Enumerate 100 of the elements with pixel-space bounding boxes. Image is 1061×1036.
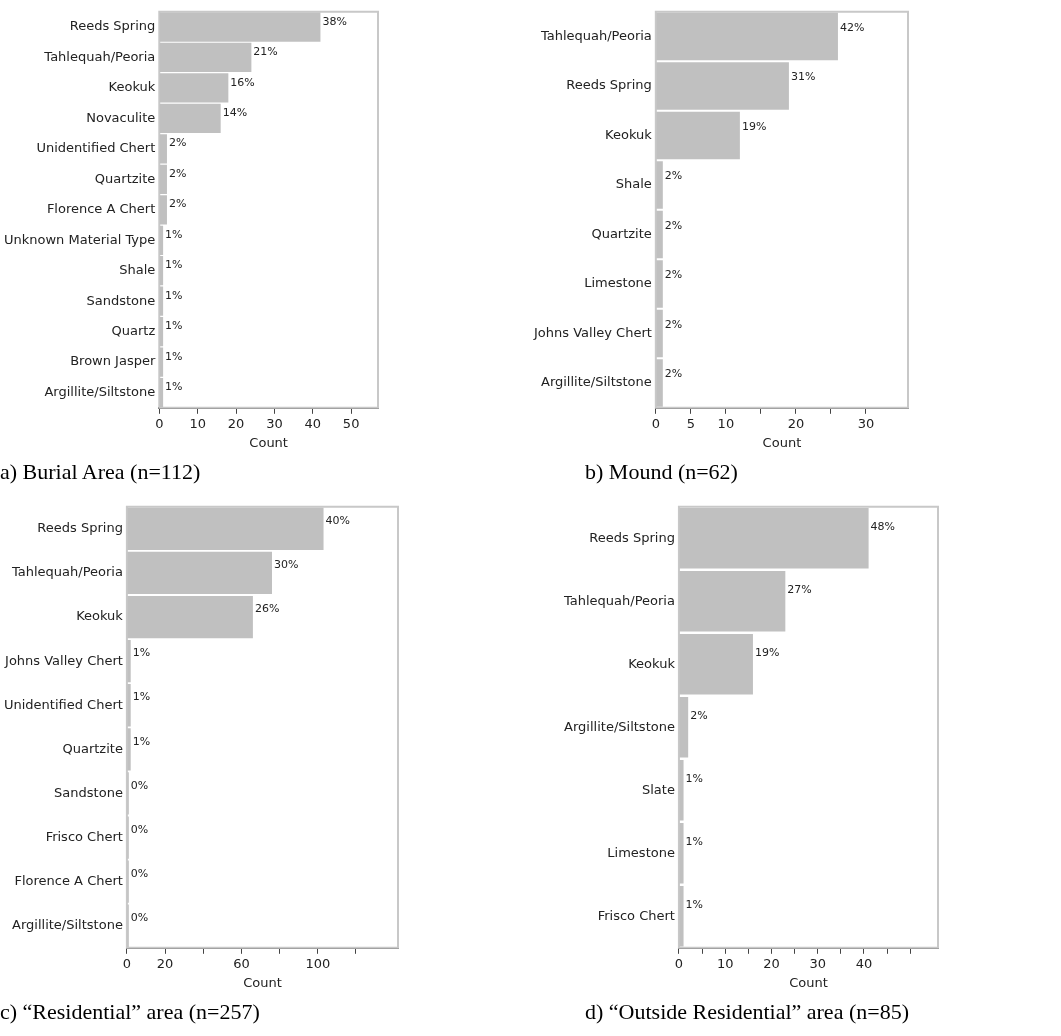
annotation: 42% <box>839 20 865 34</box>
y-tick-label: Frisco Chert <box>45 828 123 844</box>
x-tick-label: 10 <box>189 415 206 431</box>
y-tick-label: Unidentified Chert <box>36 140 156 156</box>
annotation: 16% <box>230 75 255 89</box>
annotation: 0% <box>130 822 149 836</box>
annotation: 2% <box>664 169 683 183</box>
y-tick-label: Argillite/Siltstone <box>12 917 123 933</box>
annotation: 21% <box>253 45 278 59</box>
y-tick-label: Johns Valley Chert <box>533 324 652 340</box>
annotation: 1% <box>132 690 151 704</box>
annotation: 14% <box>222 106 248 120</box>
y-tick-label: Reeds Spring <box>566 77 652 93</box>
x-tick-label: 0 <box>155 415 164 431</box>
annotation: 2% <box>664 218 683 232</box>
annotation: 19% <box>741 119 767 133</box>
x-tick-label: 40 <box>855 955 873 971</box>
y-tick-label: Brown Jasper <box>70 353 156 369</box>
x-tick-label: 60 <box>233 955 250 971</box>
x-tick-label: 20 <box>787 415 805 431</box>
y-tick-label: Tahlequah/Peoria <box>43 48 156 64</box>
x-tick-label: 40 <box>304 415 322 431</box>
y-tick-label: Reeds Spring <box>69 18 156 34</box>
y-tick-label: Novaculite <box>86 109 156 125</box>
text: b) Mound (n=62) <box>585 459 739 485</box>
y-tick-label: Unknown Material Type <box>3 231 156 247</box>
x-axis-title: Count <box>762 434 802 450</box>
x-tick-label: 20 <box>763 955 780 971</box>
x-tick-label: 10 <box>717 415 735 431</box>
annotation: 26% <box>254 602 280 616</box>
annotation: 1% <box>165 288 183 302</box>
annotation: 1% <box>132 646 151 660</box>
annotation: 1% <box>165 349 183 363</box>
y-tick-label: Argillite/Siltstone <box>564 718 675 734</box>
x-tick-label: 20 <box>156 955 174 971</box>
annotation: 1% <box>685 772 704 786</box>
annotation: 0% <box>130 910 149 924</box>
annotation: 40% <box>325 514 350 528</box>
annotation: 2% <box>168 166 187 180</box>
y-tick-label: Argillite/Siltstone <box>44 383 156 399</box>
y-tick-label: Reeds Spring <box>589 529 675 545</box>
y-tick-label: Shale <box>615 176 652 192</box>
y-tick-label: Sandstone <box>54 784 123 800</box>
x-axis-title: Count <box>249 434 288 450</box>
x-axis-title: Count <box>243 974 282 990</box>
y-tick-label: Sandstone <box>86 292 156 308</box>
annotation: 1% <box>165 319 183 333</box>
y-tick-label: Quartzite <box>94 170 156 186</box>
y-tick-label: Tahlequah/Peoria <box>562 592 675 608</box>
annotation: 27% <box>787 583 812 597</box>
y-tick-label: Quartzite <box>591 225 652 241</box>
y-tick-label: Florence A Chert <box>14 873 123 889</box>
y-tick-label: Johns Valley Chert <box>4 652 123 668</box>
annotation: 2% <box>664 367 683 381</box>
y-tick-label: Keokuk <box>76 608 124 624</box>
x-tick-label: 5 <box>686 415 695 431</box>
y-tick-label: Argillite/Siltstone <box>541 374 652 390</box>
annotation: 0% <box>130 866 149 880</box>
x-tick-label: 50 <box>342 415 360 431</box>
y-tick-label: Keokuk <box>628 655 676 671</box>
y-tick-label: Keokuk <box>605 126 653 142</box>
annotation: 1% <box>685 835 704 849</box>
y-tick-label: Florence A Chert <box>46 201 156 217</box>
annotation: 1% <box>165 258 183 272</box>
y-tick-label: Limestone <box>584 275 652 291</box>
x-tick-label: 0 <box>122 955 132 971</box>
annotation: 38% <box>322 14 347 28</box>
text: d) “Outside Residential” area (n=85) <box>585 999 910 1025</box>
annotation: 1% <box>165 380 183 394</box>
y-tick-label: Keokuk <box>108 79 156 95</box>
annotation: 19% <box>754 646 780 660</box>
annotation: 1% <box>132 734 151 748</box>
x-tick-label: 10 <box>716 955 734 971</box>
annotation: 2% <box>664 317 683 331</box>
x-tick-label: 20 <box>227 415 245 431</box>
annotation: 0% <box>130 778 149 792</box>
x-tick-label: 30 <box>809 955 826 971</box>
annotation: 2% <box>168 136 187 150</box>
annotation: 2% <box>690 709 708 723</box>
x-axis-title: Count <box>789 974 828 990</box>
annotation: 2% <box>168 197 187 211</box>
x-tick-label: 30 <box>857 415 875 431</box>
y-tick-label: Quartzite <box>62 740 123 756</box>
annotation: 30% <box>273 558 299 572</box>
y-tick-label: Limestone <box>607 844 675 860</box>
y-tick-label: Frisco Chert <box>597 907 675 923</box>
annotation: 31% <box>790 70 816 84</box>
x-tick-label: 0 <box>651 415 660 431</box>
y-tick-label: Quartz <box>111 323 156 339</box>
x-tick-label: 100 <box>305 955 331 971</box>
annotation: 1% <box>165 227 183 241</box>
y-tick-label: Tahlequah/Peoria <box>539 27 652 43</box>
y-tick-label: Unidentified Chert <box>3 696 123 712</box>
annotation: 1% <box>685 898 704 912</box>
y-tick-label: Shale <box>119 262 156 278</box>
annotation: 2% <box>664 268 683 282</box>
y-tick-label: Tahlequah/Peoria <box>10 564 123 580</box>
x-tick-label: 30 <box>266 415 283 431</box>
text: c) “Residential” area (n=257) <box>0 999 261 1025</box>
y-tick-label: Slate <box>641 781 675 797</box>
